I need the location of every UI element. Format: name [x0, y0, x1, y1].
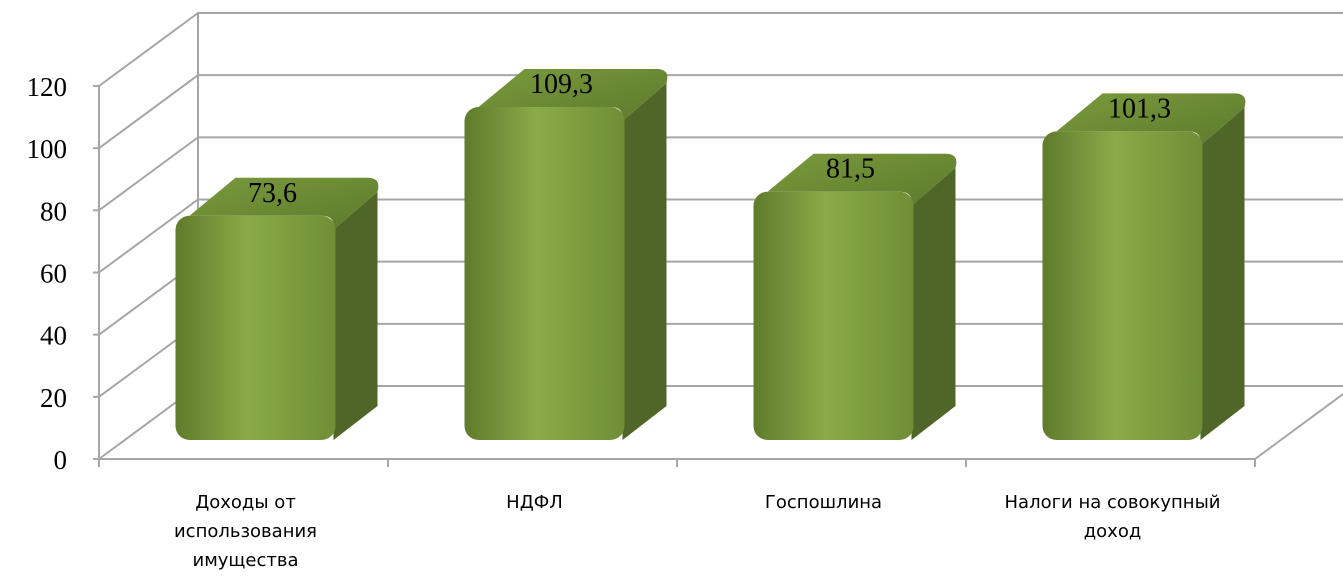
- data-label: 81,5: [826, 154, 875, 185]
- bar-top: [1056, 93, 1246, 146]
- bar-top: [478, 69, 668, 122]
- x-category-label: Госпошлина: [694, 488, 954, 517]
- bar: [175, 177, 379, 440]
- bars: [175, 69, 1246, 441]
- x-category-label: Налоги на совокупный доход: [983, 488, 1243, 546]
- data-label: 101,3: [1108, 93, 1171, 124]
- floor-edge: [1254, 392, 1343, 460]
- y-tick-label: 0: [54, 445, 68, 475]
- x-category-label-line: Госпошлина: [764, 492, 883, 513]
- y-tick-label: 100: [27, 134, 68, 164]
- bar-side: [1200, 107, 1245, 441]
- x-category-label-line: использования: [173, 521, 317, 542]
- data-label: 109,3: [530, 69, 593, 100]
- x-category-label-line: НДФЛ: [506, 492, 563, 513]
- y-tick-label: 80: [40, 196, 67, 226]
- x-category-label: НДФЛ: [405, 488, 665, 517]
- data-labels: 73,6 109,3 81,5 101,3: [248, 69, 1171, 209]
- x-category-label-line: Доходы от: [195, 492, 296, 513]
- bar-front: [464, 107, 625, 440]
- bar-front: [175, 215, 336, 440]
- axes: 0 20 40 60 80 100 120: [27, 72, 1256, 475]
- bar-side: [622, 83, 667, 440]
- y-tick-label: 20: [40, 383, 67, 413]
- bar-front: [1042, 131, 1203, 440]
- x-category-label-line: Налоги на совокупный: [1004, 492, 1221, 513]
- y-tick-label: 40: [40, 321, 67, 351]
- bar-front: [753, 191, 914, 440]
- bar-top: [189, 177, 379, 230]
- bar: [1042, 93, 1246, 441]
- bar-top: [767, 153, 957, 206]
- x-category-label: Доходы от использования имущества: [116, 488, 376, 575]
- bar-side: [911, 167, 956, 440]
- y-tick-label: 120: [27, 72, 68, 102]
- bar: [464, 69, 668, 440]
- bar: [753, 153, 957, 440]
- y-tick-label: 60: [40, 259, 67, 289]
- x-category-label-line: имущества: [192, 550, 299, 571]
- bar-side: [333, 191, 378, 440]
- data-label: 73,6: [248, 178, 297, 209]
- x-category-label-line: доход: [1083, 521, 1142, 542]
